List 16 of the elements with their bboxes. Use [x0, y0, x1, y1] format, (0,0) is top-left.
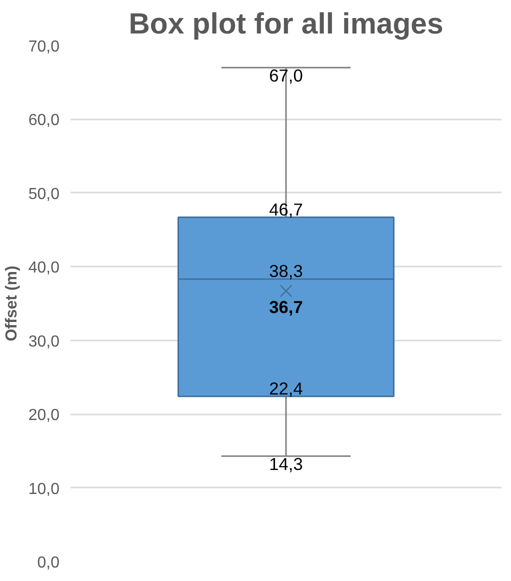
annotation: 14,3 — [269, 454, 303, 474]
annotation: 67,0 — [269, 66, 303, 86]
chart-title: Box plot for all images — [128, 8, 444, 40]
annotation: 22,4 — [269, 378, 304, 398]
y-tick-label: 10,0 — [28, 480, 60, 498]
annotation: 38,3 — [269, 261, 303, 282]
y-tick-label: 70,0 — [28, 38, 60, 56]
y-tick-label: 50,0 — [28, 186, 60, 203]
y-tick-label: 30,0 — [28, 333, 60, 350]
annotation: 46,7 — [269, 199, 303, 220]
annotation: 36,7 — [269, 296, 303, 317]
y-tick-label: 0,0 — [37, 554, 60, 572]
y-tick-label: 20,0 — [28, 407, 60, 424]
y-tick-label: 40,0 — [28, 260, 60, 277]
y-axis-title: Offset (m) — [3, 266, 20, 342]
y-tick-label: 60,0 — [28, 112, 60, 130]
